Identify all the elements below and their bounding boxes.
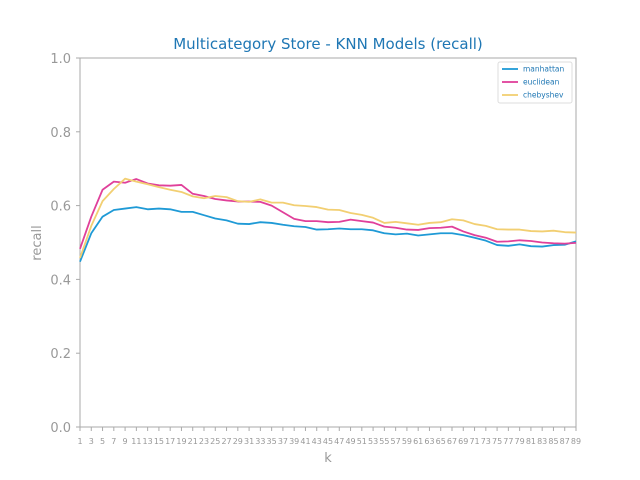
x-tick-label: 9	[123, 437, 128, 446]
x-tick-label: 39	[289, 437, 299, 446]
x-tick-label: 75	[492, 437, 502, 446]
y-tick-label: 0.6	[50, 200, 71, 215]
x-tick-label: 7	[111, 437, 116, 446]
x-tick-label: 67	[447, 437, 457, 446]
x-tick-label: 89	[571, 437, 581, 446]
x-tick-label: 19	[176, 437, 186, 446]
x-tick-label: 23	[199, 437, 209, 446]
x-tick-label: 65	[436, 437, 446, 446]
x-tick-label: 53	[368, 437, 378, 446]
series-line-euclidean	[79, 178, 577, 250]
x-tick-label: 33	[255, 437, 265, 446]
x-tick-label: 79	[515, 437, 525, 446]
series-line-manhattan	[79, 206, 577, 263]
x-tick-label: 25	[210, 437, 220, 446]
x-tick-label: 81	[526, 437, 536, 446]
plot-area: 0.00.20.40.60.81.01 3 5 7 9 11 13 15 17 19 21 23 25 2…	[50, 52, 581, 446]
x-tick-label: 21	[188, 437, 198, 446]
x-tick-label: 45	[323, 437, 333, 446]
x-tick-label: 61	[413, 437, 423, 446]
x-tick-label: 3	[89, 437, 94, 446]
x-tick-label: 55	[379, 437, 389, 446]
x-tick-label: 85	[548, 437, 558, 446]
x-tick-label: 87	[560, 437, 570, 446]
x-tick-label: 43	[312, 437, 322, 446]
x-tick-label: 51	[357, 437, 367, 446]
y-tick-label: 0.0	[50, 421, 71, 436]
x-tick-label: 13	[143, 437, 153, 446]
x-tick-label: 1	[77, 437, 82, 446]
x-tick-label: 11	[131, 437, 141, 446]
x-tick-label: 49	[345, 437, 355, 446]
x-tick-label: 37	[278, 437, 288, 446]
y-tick-label: 1.0	[50, 52, 71, 67]
x-tick-label: 57	[391, 437, 401, 446]
y-tick-label: 0.2	[50, 347, 71, 362]
series-line-chebyshev	[79, 177, 577, 259]
x-tick-label: 63	[424, 437, 434, 446]
x-tick-label: 83	[537, 437, 547, 446]
x-tick-label: 47	[334, 437, 344, 446]
x-tick-label: 31	[244, 437, 254, 446]
x-tick-label: 77	[503, 437, 513, 446]
x-tick-label: 17	[165, 437, 175, 446]
x-axis-label: k	[324, 451, 332, 466]
x-tick-label: 59	[402, 437, 412, 446]
x-tick-label: 69	[458, 437, 468, 446]
legend-box	[497, 61, 573, 104]
x-tick-label: 35	[267, 437, 277, 446]
legend-label-chebyshev: chebyshev	[523, 91, 564, 100]
legend-label-manhattan: manhattan	[523, 65, 564, 74]
x-tick-label: 5	[100, 437, 105, 446]
x-tick-label: 41	[300, 437, 310, 446]
legend-label-euclidean: euclidean	[523, 78, 560, 87]
y-tick-label: 0.4	[50, 273, 71, 288]
chart-title: Multicategory Store - KNN Models (recall…	[173, 35, 483, 53]
y-axis-label: recall	[30, 225, 45, 260]
y-tick-label: 0.8	[50, 126, 71, 141]
x-tick-label: 27	[221, 437, 231, 446]
x-tick-label: 15	[154, 437, 164, 446]
x-tick-label: 73	[481, 437, 491, 446]
x-tick-label: 71	[469, 437, 479, 446]
x-tick-label: 29	[233, 437, 243, 446]
